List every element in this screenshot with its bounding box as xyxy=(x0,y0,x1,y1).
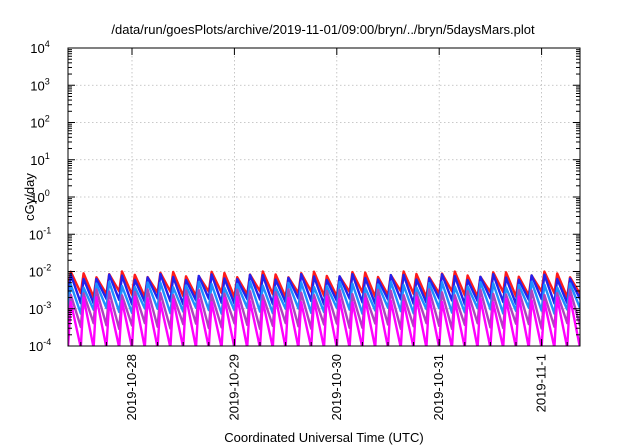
y-tick-label: 10-1 xyxy=(29,225,51,242)
chart-title: /data/run/goesPlots/archive/2019-11-01/0… xyxy=(111,22,535,37)
series-line xyxy=(68,295,580,346)
y-tick-label: 104 xyxy=(30,39,49,56)
y-tick-label: 10-2 xyxy=(29,263,51,280)
y-axis-label: cGy/day xyxy=(22,173,37,221)
y-tick-label: 101 xyxy=(30,151,49,168)
series-lines xyxy=(68,270,580,346)
y-tick-label: 102 xyxy=(30,114,49,131)
x-tick-label: 2019-10-31 xyxy=(431,354,446,421)
y-tick-label: 100 xyxy=(30,188,49,205)
x-tick-label: 2019-10-28 xyxy=(124,354,139,421)
x-tick-label: 2019-11-1 xyxy=(534,354,549,412)
x-tick-label: 2019-10-29 xyxy=(226,354,241,421)
y-tick-label: 103 xyxy=(30,76,49,93)
y-tick-label: 10-4 xyxy=(29,337,51,354)
x-axis-label: Coordinated Universal Time (UTC) xyxy=(224,430,423,445)
axes: 104 103 102 101 100 10-1 10-2 10-3 10-4 2019-10-2… xyxy=(29,39,580,421)
y-tick-label: 10-3 xyxy=(29,300,51,317)
x-tick-label: 2019-10-30 xyxy=(329,354,344,421)
